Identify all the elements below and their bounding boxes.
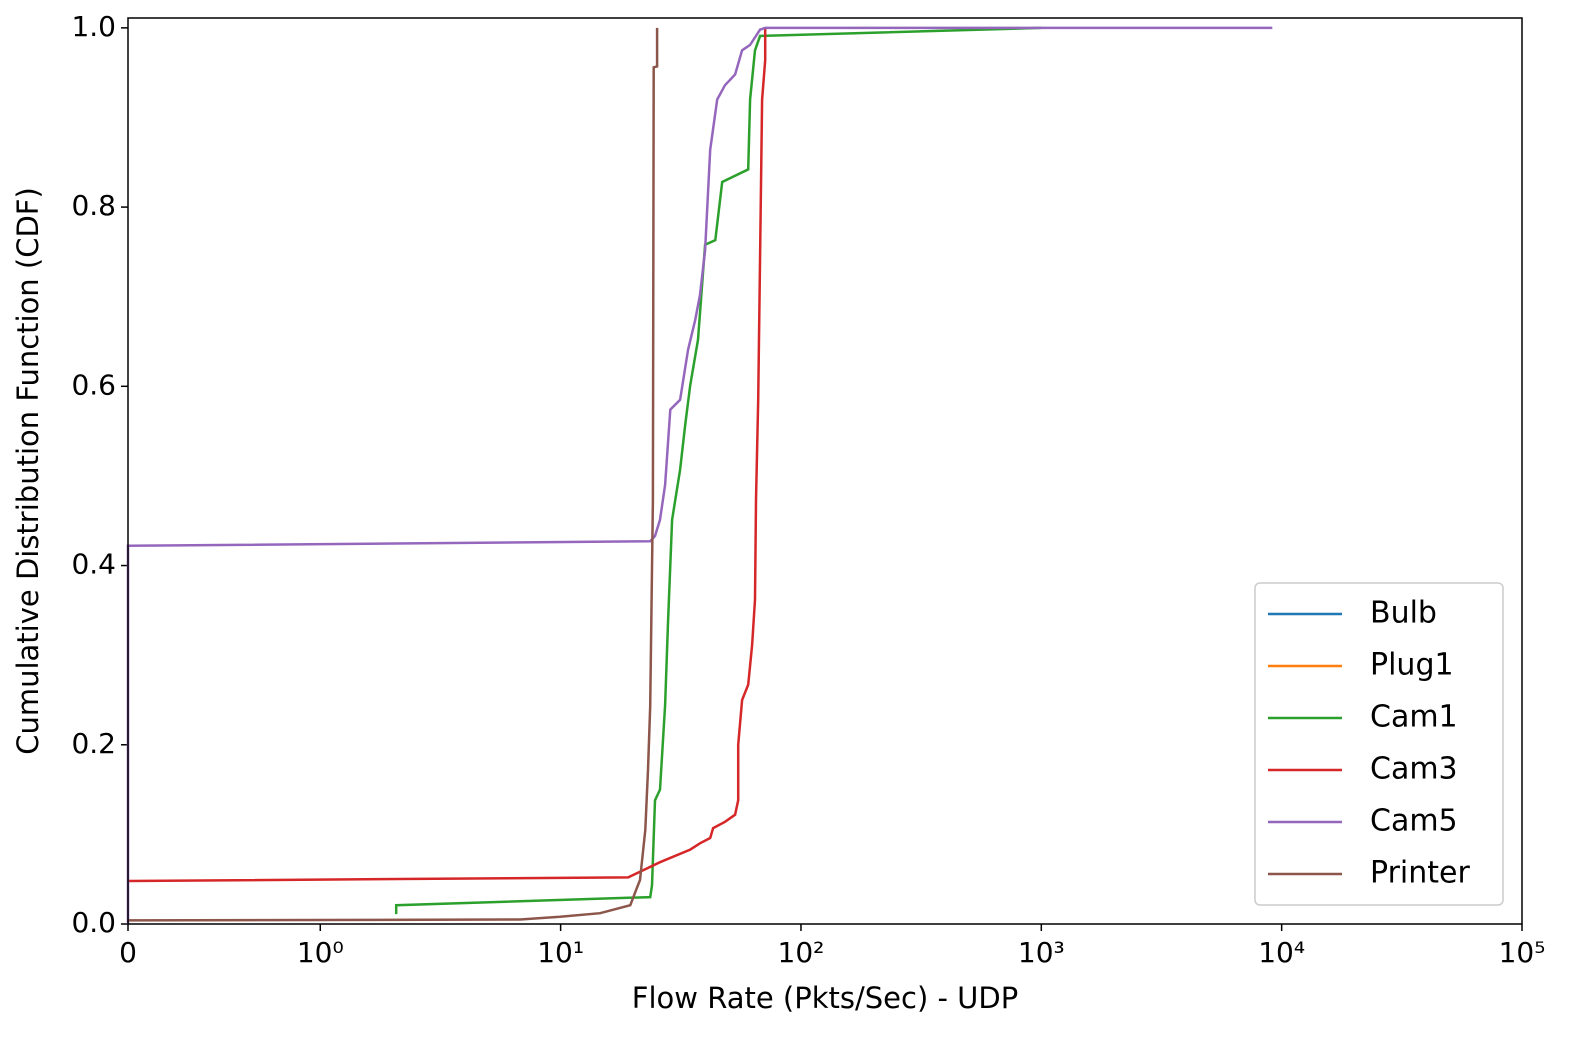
x-tick-label: 0 <box>119 936 137 969</box>
cdf-line <box>394 26 1042 915</box>
cdf-line <box>127 27 659 922</box>
legend-label: Printer <box>1370 856 1470 891</box>
y-tick-label: 1.0 <box>71 10 116 43</box>
y-tick-label: 0.4 <box>71 548 116 581</box>
x-tick-label: 10² <box>778 936 825 969</box>
x-tick-label: 10⁵ <box>1499 936 1546 969</box>
x-tick-label: 10¹ <box>537 936 584 969</box>
y-tick-label: 0.6 <box>71 368 116 401</box>
y-tick-label: 0.8 <box>71 189 116 222</box>
legend-label: Plug1 <box>1370 648 1454 683</box>
x-tick-label: 10⁴ <box>1258 936 1305 969</box>
cdf-line <box>126 26 1273 924</box>
legend-label: Cam1 <box>1370 700 1458 735</box>
cdf-line <box>127 27 767 883</box>
x-axis-label: Flow Rate (Pkts/Sec) - UDP <box>632 981 1018 1015</box>
x-tick-label: 10⁰ <box>297 936 344 969</box>
legend-label: Cam3 <box>1370 752 1458 787</box>
plot-frame <box>127 17 1523 925</box>
y-tick-label: 0.2 <box>71 727 116 760</box>
y-tick-label: 0.0 <box>71 906 116 939</box>
legend: Bulb Plug1 Cam1 Cam3 Cam5 Printer <box>1254 582 1504 906</box>
y-axis-label: Cumulative Distribution Function (CDF) <box>11 187 45 755</box>
legend-label: Bulb <box>1370 596 1437 631</box>
x-tick-label: 10³ <box>1018 936 1065 969</box>
legend-box <box>1254 582 1504 906</box>
legend-label: Cam5 <box>1370 804 1458 839</box>
